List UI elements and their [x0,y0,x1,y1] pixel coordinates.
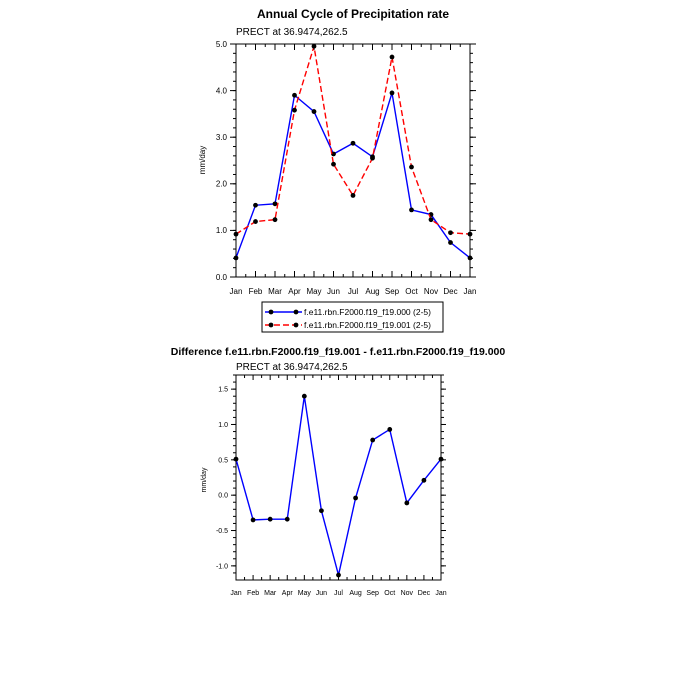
x-tick-label: Jan [230,590,241,597]
data-point [428,217,434,223]
series-line-1 [235,396,442,576]
data-point [350,140,356,146]
data-point [404,500,410,506]
y-tick-label: -0.5 [216,528,228,535]
y-tick-label: 1.0 [218,422,228,429]
data-point [331,161,336,167]
series-line-2 [235,46,471,235]
data-point [350,193,356,198]
x-tick-label: Jan [230,287,243,296]
x-tick-label: May [298,590,312,597]
y-tick-label: 4.0 [216,86,228,95]
data-point [448,230,453,236]
x-tick-label: Jun [327,287,340,296]
data-point [336,572,341,578]
x-tick-label: Jul [348,287,358,296]
x-tick-label: Aug [349,590,362,597]
legend: f.e11.rbn.F2000.f19_f19.000 (2-5) f.e11.r… [261,301,444,333]
data-point [267,516,273,522]
y-tick-label: 0.5 [218,457,228,464]
data-point [387,427,393,432]
data-point [438,456,444,462]
data-point [467,255,473,261]
y-tick-label: 5.0 [216,40,228,49]
x-tick-label: Oct [384,590,395,597]
data-point [292,107,297,113]
y-tick-label: 1.5 [218,387,228,394]
x-tick-label: Mar [264,590,277,597]
x-tick-label: Mar [268,287,282,296]
x-tick-label: Dec [418,590,431,597]
data-point [253,202,258,208]
y-tick-label: 2.0 [216,180,228,189]
chart-title-difference: Difference f.e11.rbn.F2000.f19_f19.001 -… [171,346,506,358]
legend-box [261,301,444,333]
chart-title: Annual Cycle of Precipitation rate [257,7,449,21]
x-tick-label: Sep [366,590,379,597]
data-point [253,219,258,224]
x-tick-label: Jun [316,590,327,597]
x-tick-label: Nov [424,287,438,296]
data-point [311,43,317,49]
data-point [233,255,239,261]
plot-frame [235,43,471,278]
data-point [409,207,414,213]
x-tick-label: Jan [464,287,477,296]
x-tick-label: Jul [334,590,343,597]
legend-marker [268,309,274,315]
data-point [311,109,317,114]
x-tick-label: May [306,287,321,296]
data-point [389,90,395,96]
data-point [250,517,256,523]
data-point [272,201,278,207]
plot-frame [235,374,442,581]
chart-subtitle: PRECT at 36.9474,262.5 [236,27,348,38]
legend-marker [293,322,299,328]
data-point [448,240,453,245]
y-axis-label-difference: mm/day [201,467,208,492]
data-point [233,231,239,237]
data-point [301,393,307,399]
chart-subtitle-difference: PRECT at 36.9474,262.5 [236,362,348,373]
legend-marker [268,322,274,328]
legend-label-1: f.e11.rbn.F2000.f19_f19.000 (2-5) [304,307,431,317]
x-tick-label: Oct [405,287,418,296]
annual-cycle-plot: Annual Cycle of Precipitation rate PRECT… [198,7,476,296]
data-point [233,456,239,462]
data-point [421,477,427,483]
data-point [370,155,375,161]
data-point [272,217,278,223]
x-tick-label: Apr [288,287,301,296]
series-line-1 [235,92,471,259]
data-point [389,54,395,60]
data-point [284,516,290,522]
y-tick-label: 0.0 [218,493,228,500]
y-tick-label: -1.0 [216,563,228,570]
x-tick-label: Apr [282,590,294,597]
data-point [409,164,414,170]
x-tick-label: Jan [435,590,446,597]
x-tick-label: Aug [365,287,379,296]
y-axis-label: mm/day [198,146,207,174]
legend-label-2: f.e11.rbn.F2000.f19_f19.001 (2-5) [304,320,431,330]
data-point [319,508,324,514]
x-tick-label: Sep [385,287,400,296]
data-point [370,437,376,443]
data-point [467,231,473,237]
x-tick-label: Feb [247,590,259,597]
y-tick-label: 3.0 [216,133,228,142]
data-point [292,92,297,98]
data-point [353,495,358,501]
y-tick-label: 1.0 [216,226,228,235]
legend-marker [293,309,299,315]
x-tick-label: Feb [249,287,263,296]
y-tick-label: 0.0 [216,273,228,282]
difference-plot: Difference f.e11.rbn.F2000.f19_f19.001 -… [171,346,506,597]
x-tick-label: Nov [401,590,414,597]
x-tick-label: Dec [443,287,457,296]
